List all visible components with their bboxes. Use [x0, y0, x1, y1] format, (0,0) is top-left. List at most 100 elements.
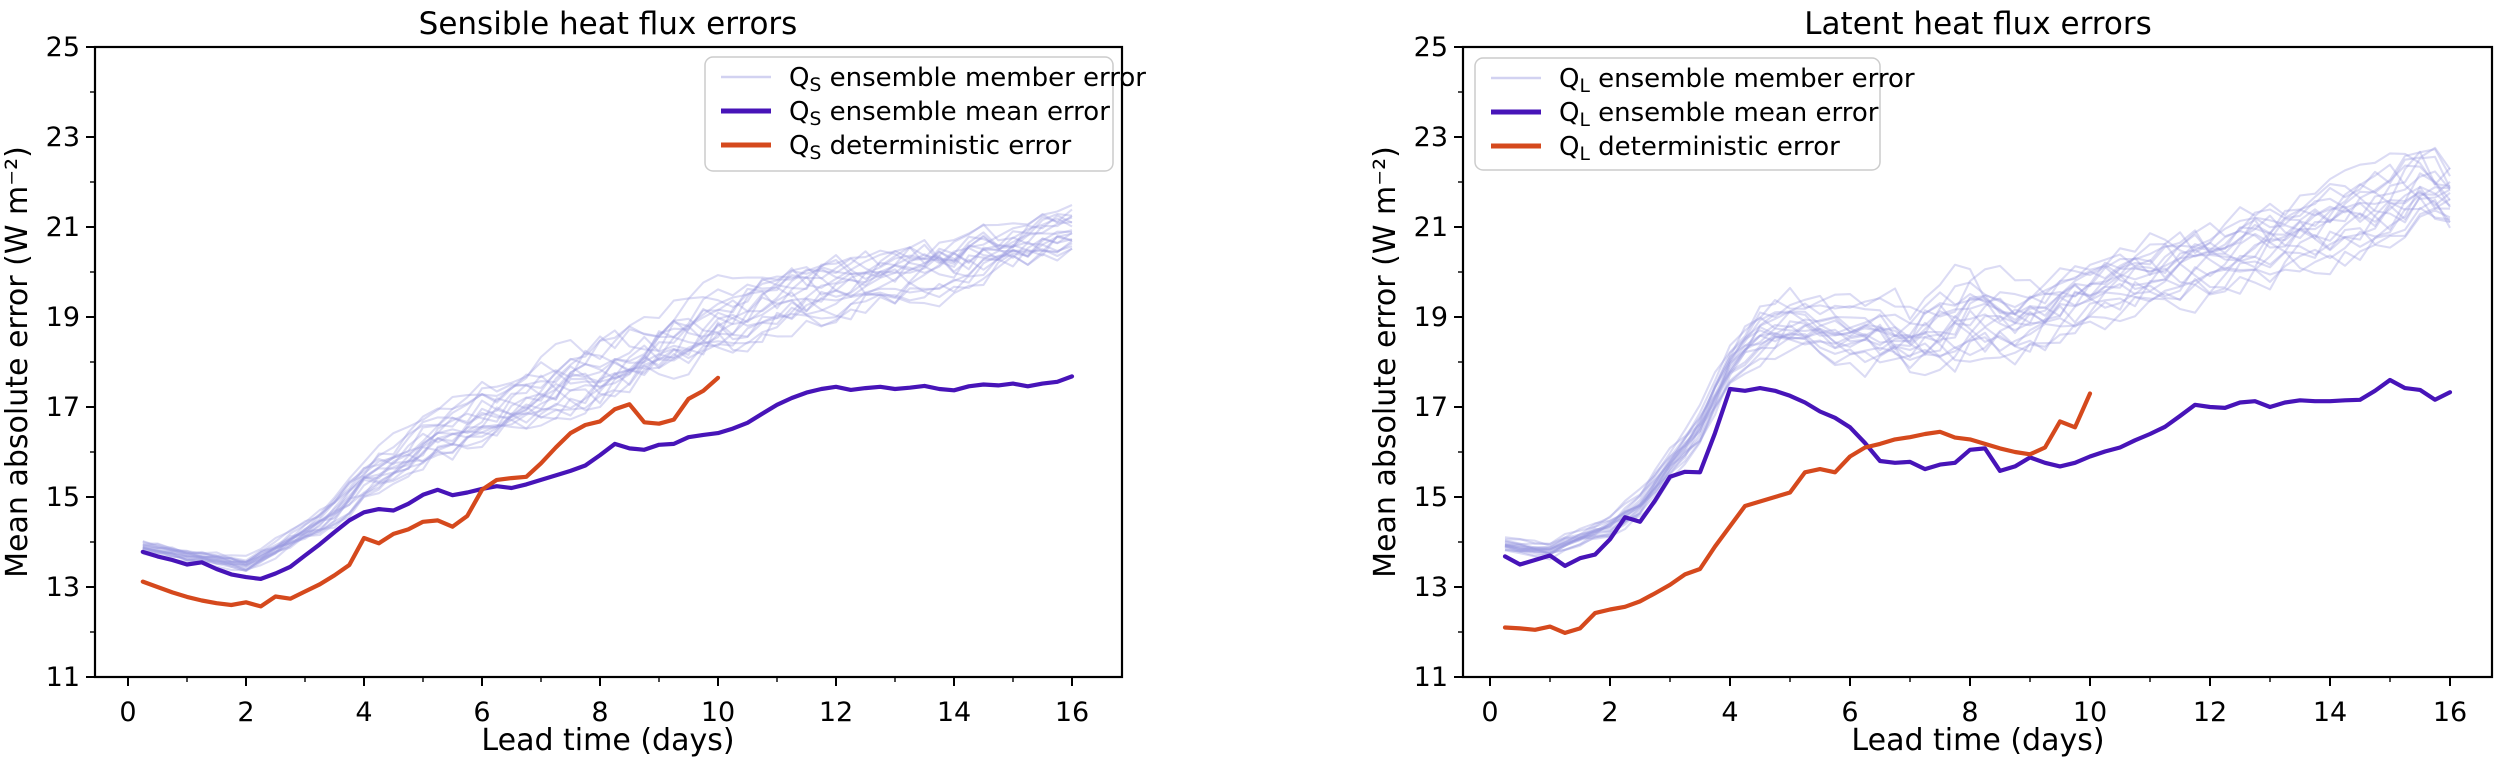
axes-frame: [1454, 45, 2494, 686]
legend-label-ensemble-mean: QS ensemble mean error: [789, 97, 1110, 130]
x-tick-label: 16: [1055, 697, 1089, 728]
x-axis-label: Lead time (days): [481, 723, 734, 758]
ensemble-member-line: [1504, 186, 2451, 555]
chart-title: Latent heat flux errors: [1804, 6, 2151, 42]
tick-labels: 0 2 4 6 8 10 12 14 16 11 13 15 17 19 21 23 25: [1414, 32, 2468, 728]
x-tick-label: 16: [2433, 697, 2467, 728]
ensemble-member-line: [142, 247, 1073, 571]
y-tick-label: 19: [1414, 302, 1448, 333]
ensemble-member-line: [1504, 207, 2451, 557]
x-tick-label: 6: [473, 697, 490, 728]
chart-sensible-heat-flux: Sensible heat flux errors 0 2 4 6 8 10 12 14 16 1…: [0, 6, 1147, 758]
series-deterministic: [1502, 391, 2093, 635]
ensemble-member-line: [1504, 206, 2451, 554]
ensemble-member-line: [142, 208, 1073, 565]
ensemble-member-line: [142, 215, 1073, 568]
ensemble-member-line: [142, 240, 1073, 570]
series-ensemble-mean: [1502, 377, 2453, 568]
ensemble-member-line: [142, 213, 1073, 563]
ensemble-member-line: [142, 230, 1073, 573]
deterministic-line: [140, 375, 721, 609]
legend-label-ensemble-mean: QL ensemble mean error: [1559, 98, 1879, 131]
y-tick-label: 13: [1414, 572, 1448, 603]
ensemble-member-line: [142, 232, 1073, 572]
ensemble-member-line: [142, 247, 1073, 566]
ensemble-mean-line: [140, 374, 1075, 581]
ensemble-member-line: [142, 220, 1073, 566]
ensemble-member-line: [1504, 163, 2451, 549]
legend-box: [1474, 57, 1881, 171]
x-tick-label: 12: [819, 697, 853, 728]
x-tick-label: 4: [355, 697, 372, 728]
ensemble-member-line: [1504, 172, 2451, 554]
legend-label-members: QL ensemble member error: [1559, 64, 1915, 97]
y-tick-label: 23: [1414, 122, 1448, 153]
ensemble-member-line: [1504, 155, 2451, 551]
ensemble-member-line: [142, 237, 1073, 568]
y-tick-label: 17: [1414, 392, 1448, 423]
x-tick-label: 10: [2073, 697, 2107, 728]
y-tick-label: 11: [1414, 662, 1448, 693]
y-tick-label: 19: [46, 302, 80, 333]
ensemble-member-line: [1504, 189, 2451, 551]
tick-labels: 0 2 4 6 8 10 12 14 16 11 13 15 17 19 21 23 25: [46, 32, 1090, 728]
ensemble-member-line: [1504, 146, 2451, 547]
ensemble-member-line: [142, 239, 1073, 566]
y-axis-label: Mean absolute error (W m⁻²): [0, 146, 35, 578]
ensemble-member-line: [142, 231, 1073, 572]
ensemble-member-line: [142, 214, 1073, 557]
legend-label-deterministic: QS deterministic error: [789, 131, 1072, 164]
y-tick-label: 15: [46, 482, 80, 513]
series-ensemble-mean: [140, 374, 1075, 581]
y-tick-label: 13: [46, 572, 80, 603]
legend-box: [704, 56, 1114, 172]
x-tick-label: 14: [2313, 697, 2347, 728]
ensemble-member-line: [1504, 191, 2451, 556]
ensemble-member-line: [1504, 181, 2451, 552]
x-tick-label: 8: [591, 697, 608, 728]
ensemble-member-line: [142, 243, 1073, 572]
y-tick-label: 17: [46, 392, 80, 423]
chart-latent-heat-flux: Latent heat flux errors 0 2 4 6 8 10 12 14 16 11 1…: [1250, 0, 2500, 763]
deterministic-line: [1502, 391, 2093, 635]
ensemble-member-line: [1504, 209, 2451, 561]
x-tick-label: 2: [237, 697, 254, 728]
chart-title: Sensible heat flux errors: [419, 6, 798, 42]
legend-label-members: QS ensemble member error: [789, 63, 1146, 96]
y-tick-label: 11: [46, 662, 80, 693]
ensemble-member-line: [142, 217, 1073, 564]
y-tick-label: 25: [46, 32, 80, 63]
y-tick-label: 15: [1414, 482, 1448, 513]
x-tick-label: 8: [1961, 697, 1978, 728]
x-tick-label: 2: [1601, 697, 1618, 728]
series-ensemble-members: [142, 204, 1073, 573]
ensemble-member-line: [142, 204, 1073, 563]
ensemble-member-line: [142, 212, 1073, 564]
y-tick-label: 21: [46, 212, 80, 243]
ensemble-member-line: [142, 229, 1073, 562]
ensemble-member-line: [1504, 185, 2451, 553]
ensemble-member-line: [1504, 164, 2451, 551]
ensemble-member-line: [1504, 198, 2451, 554]
y-tick-label: 23: [46, 122, 80, 153]
ensemble-member-line: [1504, 170, 2451, 552]
x-tick-label: 14: [937, 697, 971, 728]
x-tick-label: 12: [2193, 697, 2227, 728]
ensemble-member-line: [1504, 186, 2451, 553]
x-tick-label: 10: [701, 697, 735, 728]
ensemble-member-line: [1504, 150, 2451, 549]
y-axis-label: Mean absolute error (W m⁻²): [1368, 146, 1403, 578]
x-tick-label: 6: [1841, 697, 1858, 728]
ensemble-member-line: [142, 234, 1073, 567]
ensemble-member-line: [1504, 196, 2451, 556]
ensemble-member-line: [1504, 152, 2451, 546]
x-tick-label: 0: [1481, 697, 1498, 728]
axes-frame: [86, 45, 1124, 686]
y-tick-label: 25: [1414, 32, 1448, 63]
legend-label-deterministic: QL deterministic error: [1559, 132, 1840, 165]
x-tick-label: 0: [119, 697, 136, 728]
x-axis-label: Lead time (days): [1851, 723, 2104, 758]
